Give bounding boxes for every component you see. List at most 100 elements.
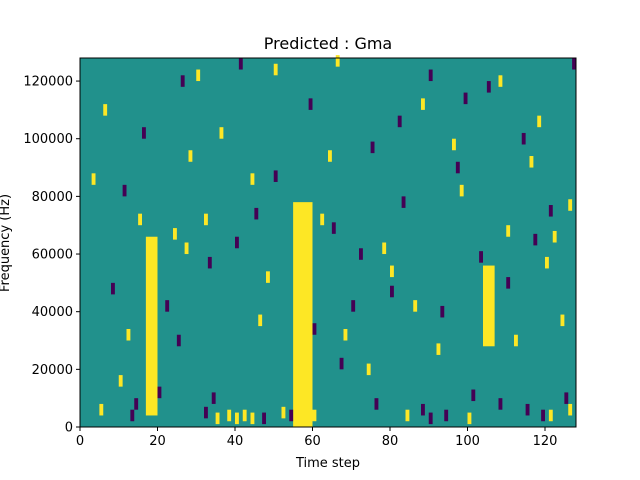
heatmap-cell-low [331, 222, 336, 234]
x-tick-label: 120 [533, 434, 558, 449]
heatmap-cell-high [320, 213, 325, 226]
heatmap-cell-high [452, 138, 456, 151]
heatmap-cell-high [138, 213, 142, 226]
y-tick-label: 40000 [32, 305, 73, 320]
heatmap-cell-low [572, 58, 576, 70]
heatmap-cell-high [366, 363, 371, 376]
x-tick-label: 40 [227, 434, 244, 449]
y-axis: 0 20000 40000 60000 80000 100000 120000 [23, 75, 80, 436]
heatmap-cell-high [568, 403, 573, 416]
heatmap-cell-high [421, 98, 425, 110]
heatmap-cell-low [455, 161, 460, 174]
heatmap-cell-low [463, 92, 468, 105]
heatmap-cell-high [506, 225, 511, 237]
heatmap-cell-high [250, 412, 255, 425]
heatmap-cell-high [258, 314, 263, 327]
heatmap-cell-low [359, 248, 363, 260]
heatmap-cell-low [444, 409, 449, 422]
heatmap-cell-high [227, 409, 232, 422]
heatmap-cell-high [103, 104, 108, 116]
x-tick-label: 100 [455, 434, 480, 449]
heatmap-cell-low [541, 409, 545, 422]
heatmap-cell-high [188, 150, 193, 162]
heatmap-cell-high [273, 63, 278, 76]
heatmap-cell-high [405, 409, 410, 422]
heatmap-cell-high [529, 156, 534, 168]
heatmap-band [293, 202, 313, 427]
heatmap-cell-high [552, 230, 557, 243]
x-tick-label: 20 [149, 434, 166, 449]
heatmap-cell-high [184, 242, 189, 255]
y-tick-label: 120000 [23, 75, 73, 90]
heatmap-cell-high [382, 242, 387, 255]
heatmap-cell-high [215, 412, 220, 425]
heatmap-band [483, 265, 495, 347]
heatmap-cell-low [428, 69, 433, 82]
heatmap-cell-low [486, 81, 491, 93]
heatmap-cell-low [351, 300, 356, 312]
heatmap-cell-high [235, 412, 239, 425]
y-axis-label: Frequency (Hz) [0, 194, 13, 292]
heatmap-cell-high [343, 328, 348, 341]
heatmap-cell-low [111, 282, 115, 295]
heatmap-cell-low [176, 334, 181, 347]
heatmap-cell-low [506, 277, 511, 289]
heatmap-cell-high [514, 334, 518, 347]
heatmap-cell-low [165, 300, 170, 312]
heatmap-cell-low [273, 170, 278, 182]
heatmap-cell-low [207, 256, 212, 269]
heatmap-cell-high [568, 199, 573, 211]
heatmap-cell-low [428, 412, 433, 425]
heatmap-cell-high [173, 228, 177, 240]
heatmap-cell-low [421, 403, 425, 416]
plot-frame [79, 57, 577, 428]
x-tick-label: 80 [382, 434, 399, 449]
heatmap-cell-low [479, 251, 483, 263]
heatmap-cell-low [204, 406, 208, 419]
heatmap-cell-low [312, 323, 317, 335]
chart-title: Predicted : Gma [264, 34, 392, 53]
heatmap-cell-high [436, 343, 441, 355]
heatmap-cell-low [440, 305, 445, 318]
heatmap-cell-high [328, 150, 332, 162]
heatmap-cell-low [533, 233, 538, 246]
heatmap-cell-low [374, 398, 379, 410]
heatmap-cell-low [564, 392, 569, 404]
heatmap-cell-low [134, 398, 139, 410]
x-axis-label: Time step [295, 456, 360, 471]
heatmap-cell-high [99, 403, 104, 416]
heatmap-cell-low [130, 409, 135, 422]
heatmap-cell-high [545, 256, 549, 269]
heatmap-cell-high [335, 55, 340, 67]
heatmap-cell-high [548, 409, 553, 422]
heatmap-cell-high [459, 184, 464, 197]
heatmap-cell-low [370, 141, 375, 154]
heatmap-cell-low [254, 207, 259, 220]
heatmap-cell-high [118, 375, 123, 387]
heatmap-cell-low [521, 132, 526, 145]
heatmap-cell-low [289, 409, 294, 422]
y-tick-label: 80000 [32, 190, 73, 205]
heatmap-cell-low [262, 412, 266, 425]
heatmap-cell-low [525, 403, 530, 416]
heatmap-band [145, 236, 158, 416]
heatmap-cell-low [235, 236, 239, 249]
heatmap-cell-high [281, 406, 286, 419]
heatmap-cell-low [498, 398, 503, 410]
heatmap-cell-low [122, 184, 127, 197]
heatmap-cell-high [390, 265, 394, 278]
heatmap-cell-high [219, 127, 224, 139]
heatmap-cell-low [180, 75, 185, 87]
heatmap-cell-high [242, 409, 247, 422]
x-tick-label: 60 [304, 434, 321, 449]
heatmap-cell-low [211, 392, 216, 404]
heatmap-cell-high [266, 271, 270, 283]
heatmap-cell-low [308, 98, 313, 110]
heatmap-cell-low [339, 357, 344, 370]
heatmap-cell-high [250, 173, 255, 185]
heatmap-cell-high [560, 314, 565, 327]
y-tick-label: 0 [65, 421, 73, 436]
heatmap-cell-high [91, 173, 96, 185]
y-tick-label: 100000 [23, 132, 73, 147]
